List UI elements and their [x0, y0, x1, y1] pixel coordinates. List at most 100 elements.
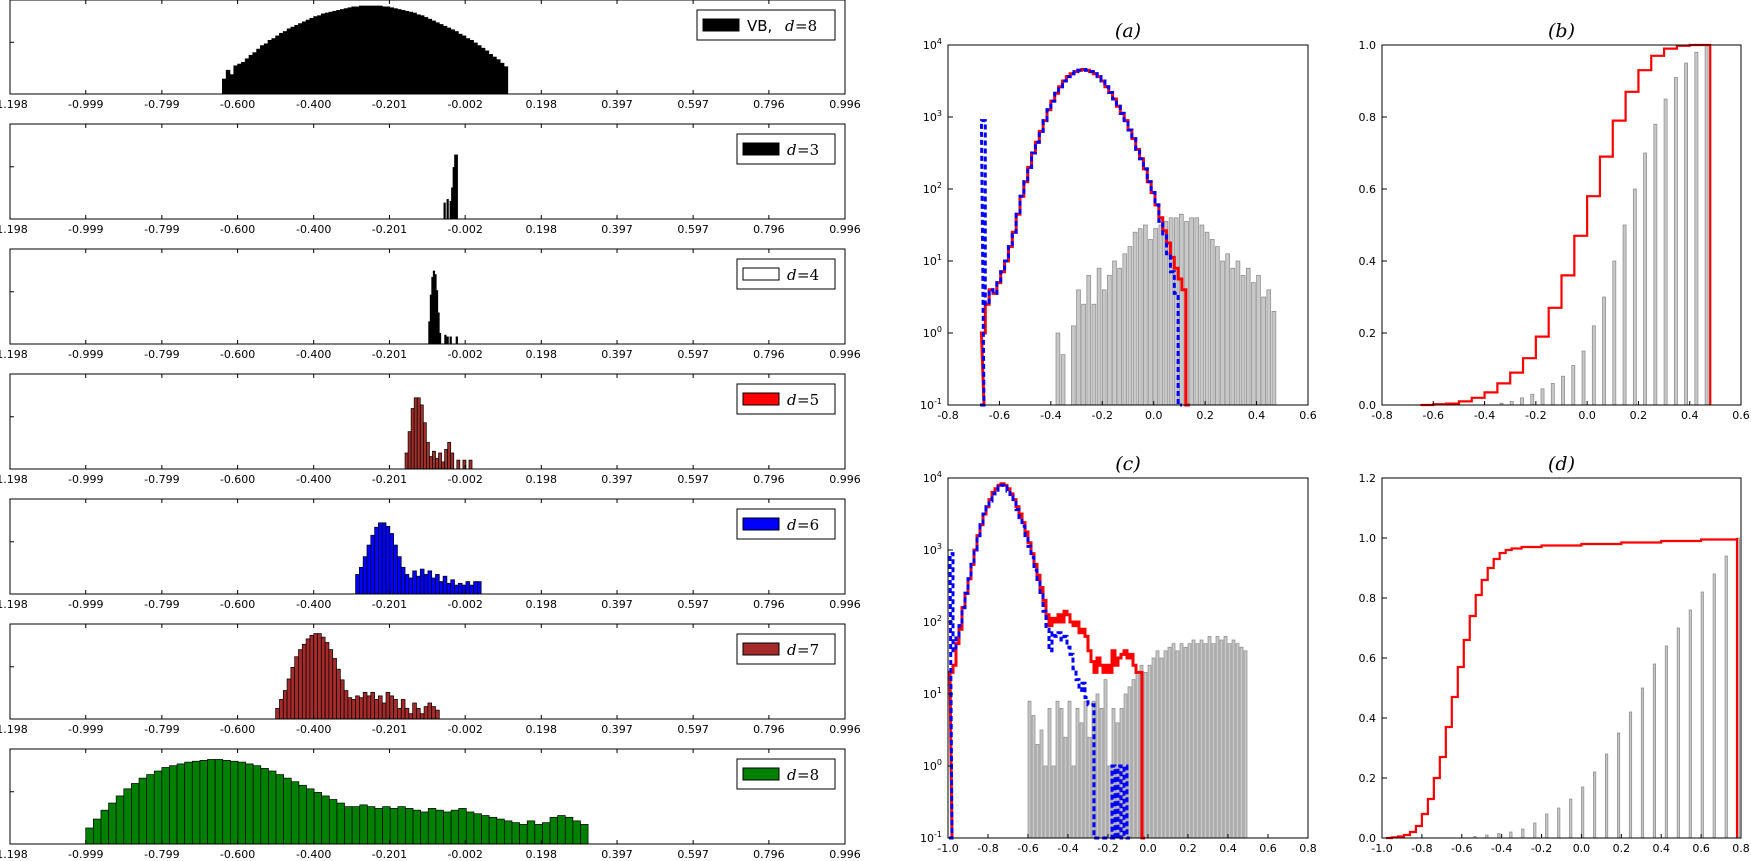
histogram-bar [324, 12, 330, 95]
histogram-bar [237, 761, 246, 845]
histogram-bar [511, 822, 520, 845]
histogram-bar [320, 636, 326, 720]
histogram-bar [85, 827, 94, 845]
axes-frame [9, 623, 846, 720]
legend-d-label: d [787, 391, 797, 409]
histogram-bar [275, 774, 284, 845]
legend-swatch [702, 18, 740, 32]
histogram-bar [397, 556, 402, 595]
histogram-bar [374, 526, 379, 595]
histogram-bar [473, 42, 478, 95]
histogram-bar [397, 9, 402, 95]
histogram-bar [473, 813, 482, 845]
x-tick-label: -0.002 [447, 348, 482, 361]
histogram-bar [370, 691, 375, 720]
gray-histogram-bar [1099, 708, 1104, 839]
x-tick-label: 0.597 [677, 223, 709, 236]
histogram-bar [438, 24, 444, 95]
histogram-bar [359, 804, 368, 845]
histogram-bar [444, 334, 447, 345]
legend-value-label: =8 [797, 766, 819, 784]
gray-histogram-bar [1158, 224, 1164, 406]
left-panel-1: -1.198 -0.999 -0.799 -0.600 -0.400 -0.201 -0.0… [0, 0, 861, 111]
x-tick-label: -1.198 [0, 223, 28, 236]
gray-histogram-bar [1215, 636, 1220, 839]
gray-histogram-bar [1147, 664, 1152, 839]
histogram-bar [344, 806, 353, 845]
x-tick-label: -0.999 [68, 98, 103, 111]
histogram-bar [225, 69, 231, 95]
gray-histogram-bar [1209, 239, 1215, 406]
gray-histogram-bar [1063, 736, 1068, 839]
gray-cdf-bar [1664, 645, 1668, 839]
x-tick-label: 0.6 [1692, 842, 1710, 855]
histogram-bar [465, 38, 471, 95]
x-tick-label: 0.996 [829, 723, 861, 736]
histogram-bar [408, 11, 414, 95]
axes-frame [947, 477, 1309, 839]
histogram-bar [431, 706, 436, 720]
left-panel-6: -1.198 -0.999 -0.799 -0.600 -0.400 -0.201 -0.0… [0, 623, 861, 736]
x-tick-label: 0.198 [526, 723, 558, 736]
y-tick-label: 101 [923, 253, 942, 268]
gray-histogram-bar [1159, 657, 1164, 839]
panel-d: -1.0 -0.8 -0.6 -0.4 -0.2 0.0 0.2 0.4 0.6 0.8 0.0 0.… [1359, 453, 1750, 855]
histogram-bar [286, 28, 292, 95]
x-tick-label: 0.996 [829, 598, 861, 611]
gray-histogram-bar [1122, 253, 1128, 406]
x-tick-label: 0.6 [1259, 842, 1277, 855]
x-tick-label: -1.198 [0, 848, 28, 861]
histogram-bar [496, 59, 501, 95]
histogram-bar [275, 707, 280, 720]
histogram-bar [400, 699, 406, 720]
x-tick-label: 0.597 [677, 723, 709, 736]
histogram-bar [279, 699, 284, 720]
gray-cdf-bar [1530, 393, 1535, 406]
histogram-bar [378, 5, 383, 95]
histogram-bar [504, 820, 513, 845]
histogram-bar [339, 9, 345, 95]
histogram-bar [572, 820, 581, 845]
gray-histogram-bar [1043, 765, 1048, 839]
histogram-bar [260, 45, 265, 95]
y-tick-label: 0.0 [1359, 399, 1377, 412]
histogram-bar [282, 690, 288, 720]
histogram-bar [336, 802, 345, 845]
gray-histogram-bar [1195, 643, 1200, 839]
histogram-bar [385, 691, 391, 720]
axes-frame [9, 373, 846, 470]
histogram-bar [412, 570, 417, 595]
gray-histogram-bar [1081, 303, 1086, 406]
red-cdf-line [1385, 538, 1739, 840]
histogram-bar [237, 63, 242, 95]
legend-d-label: d [787, 641, 797, 659]
histogram-bar [480, 47, 486, 95]
gray-histogram-bar [1055, 332, 1061, 406]
gray-histogram-bar [1071, 765, 1076, 839]
x-tick-label: 0.397 [601, 598, 633, 611]
gray-histogram-bar [1235, 260, 1241, 406]
gray-histogram-bar [1153, 228, 1158, 406]
x-tick-label: 0.397 [601, 848, 633, 861]
gray-cdf-bar [1497, 833, 1501, 839]
legend-value-label: =7 [797, 641, 819, 659]
histogram-bar [526, 820, 536, 845]
histogram-bar [435, 709, 440, 720]
x-tick-label: 0.0 [1139, 842, 1157, 855]
x-tick-label: 0.198 [526, 98, 558, 111]
histogram-bar [432, 450, 436, 470]
histogram-bar [359, 697, 364, 720]
gray-histogram-bar [1219, 639, 1224, 839]
gray-histogram-bar [1083, 700, 1088, 839]
gray-cdf-bar [1684, 62, 1689, 406]
x-tick-label: -0.999 [68, 848, 103, 861]
x-tick-label: -0.4 [1491, 842, 1512, 855]
histogram-bar [446, 199, 449, 220]
gray-cdf-bar [1605, 753, 1609, 839]
y-tick-label: 10-1 [920, 397, 942, 412]
gray-histogram-bar [1148, 239, 1153, 406]
x-tick-label: -0.6 [989, 409, 1010, 422]
histogram-bar [419, 15, 425, 95]
legend-value-label: =5 [797, 391, 819, 409]
legend: d =4 [736, 258, 836, 290]
